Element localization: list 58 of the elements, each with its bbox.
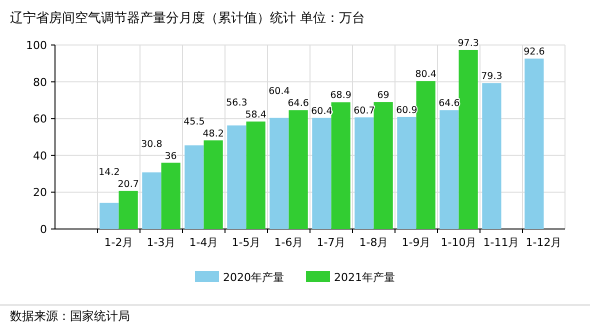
data-label: 30.8 [141, 138, 162, 150]
bar [312, 118, 332, 229]
source-note: 数据来源：国家统计局 [10, 309, 130, 323]
y-tick-label: 80 [33, 76, 47, 89]
x-tick-label: 1-7月 [316, 236, 346, 249]
data-label: 79.3 [481, 71, 502, 82]
bar [270, 118, 289, 229]
bar [458, 50, 478, 229]
y-tick-label: 0 [40, 223, 47, 236]
data-label: 64.6 [288, 98, 309, 110]
bar [331, 102, 350, 229]
data-label: 36 [164, 150, 177, 162]
data-label: 20.7 [118, 178, 139, 190]
x-tick-label: 1-4月 [189, 236, 218, 249]
data-label: 45.5 [184, 116, 205, 128]
legend-label: 2020年产量 [223, 271, 284, 284]
data-label: 69 [377, 90, 390, 102]
data-label: 92.6 [524, 46, 545, 58]
x-tick-label: 1-11月 [483, 236, 520, 249]
chart-title: 辽宁省房间空气调节器产量分月度（累计值）统计 单位：万台 [10, 10, 366, 26]
x-tick-label: 1-9月 [402, 236, 431, 249]
x-tick-label: 1-8月 [359, 236, 388, 249]
bar [246, 122, 266, 229]
data-label: 68.9 [330, 90, 352, 102]
y-tick-label: 60 [33, 112, 47, 126]
data-label: 56.3 [226, 98, 248, 109]
bar [100, 202, 119, 229]
data-label: 60.7 [354, 105, 375, 116]
data-label: 80.4 [415, 69, 436, 80]
bar [482, 83, 502, 229]
bar [118, 190, 138, 229]
data-label: 48.2 [202, 128, 224, 140]
x-tick-label: 1-3月 [146, 236, 176, 249]
y-tick-label: 40 [33, 149, 47, 162]
bar [440, 110, 459, 229]
x-tick-label: 1-5月 [232, 236, 261, 249]
bar [354, 117, 374, 229]
bar [142, 172, 162, 229]
bar [204, 140, 223, 229]
bar [161, 162, 180, 229]
data-label: 97.3 [458, 38, 479, 49]
bar [397, 116, 416, 229]
data-label: 14.2 [98, 166, 120, 178]
bar [288, 110, 308, 229]
bar [184, 145, 204, 229]
x-tick-label: 1-2月 [104, 236, 134, 249]
bar [524, 58, 544, 229]
y-tick-label: 100 [26, 39, 47, 52]
data-label: 58.4 [245, 110, 266, 121]
x-tick-label: 1-10月 [440, 236, 477, 249]
bar [374, 102, 393, 229]
x-tick-label: 1-6月 [274, 236, 304, 249]
legend-label: 2021年产量 [334, 271, 395, 284]
y-tick-label: 20 [33, 186, 47, 200]
data-label: 60.4 [268, 86, 290, 98]
bar [416, 81, 436, 229]
x-tick-label: 1-12月 [526, 236, 562, 249]
bar [227, 125, 246, 229]
